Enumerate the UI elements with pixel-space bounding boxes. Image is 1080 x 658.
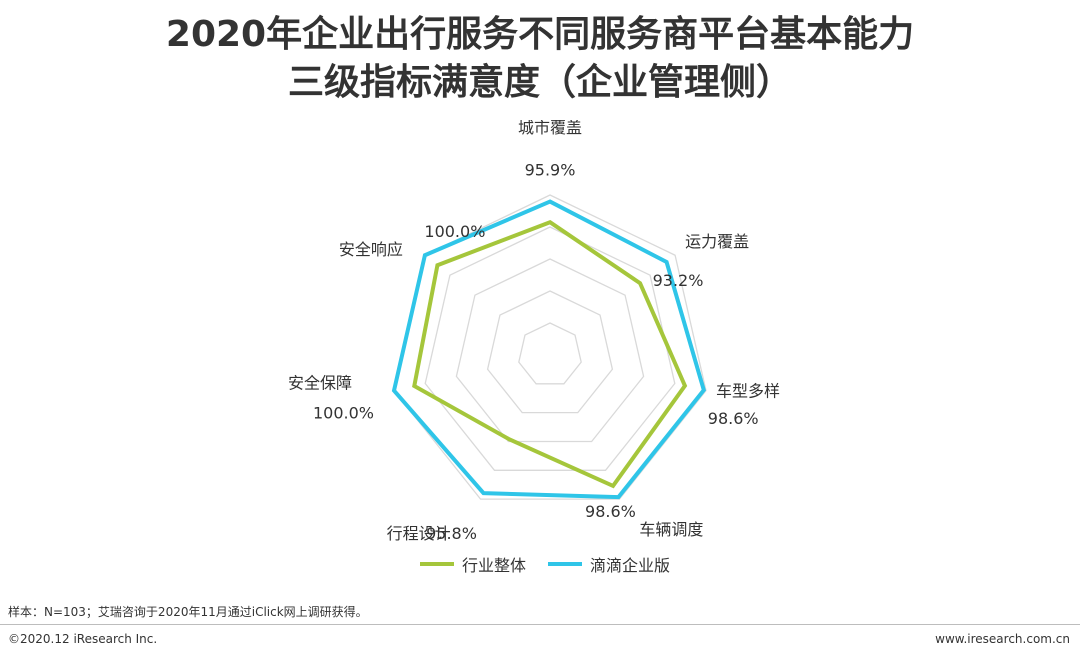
legend-swatch-industry [420,562,454,566]
series-line-didi [391,199,707,500]
grid-ring-1 [518,322,582,385]
data-label-0: 95.9% [525,161,576,180]
data-label-6: 100.0% [424,222,485,241]
data-label-2: 98.6% [708,409,759,428]
legend: 行业整体 滴滴企业版 [420,552,692,576]
grid-ring-2 [486,290,614,414]
axis-label-1: 运力覆盖 [685,232,749,251]
legend-label-industry: 行业整体 [462,556,527,575]
legend-label-didi: 滴滴企业版 [590,556,671,575]
footer-divider [0,624,1080,625]
data-label-3: 98.6% [585,502,636,521]
axis-label-5: 安全保障 [288,374,352,393]
axis-label-4: 行程设计 [387,524,451,543]
chart-title-line2: 三级指标满意度（企业管理侧） [287,62,792,103]
chart-title-line1: 2020年企业出行服务不同服务商平台基本能力 [165,14,915,55]
axis-label-3: 车辆调度 [639,520,703,539]
data-label-5: 100.0% [313,404,374,423]
series-line-industry [412,219,688,489]
axis-label-0: 城市覆盖 [518,120,582,137]
website: www.iresearch.com.cn [935,632,1070,646]
legend-item-industry: 行业整体 [420,552,526,576]
legend-swatch-didi [548,562,583,566]
axis-label-2: 车型多样 [716,382,780,401]
grid-ring-4 [424,226,676,471]
grid-ring-3 [455,258,645,443]
copyright: ©2020.12 iResearch Inc. [8,632,158,646]
data-label-1: 93.2% [653,271,704,290]
legend-item-didi: 滴滴企业版 [548,552,670,576]
data-label-4: 95.8% [426,524,477,543]
axis-label-6: 安全响应 [339,240,403,259]
sample-note: 样本：N=103；艾瑞咨询于2020年11月通过iClick网上调研获得。 [8,605,368,619]
